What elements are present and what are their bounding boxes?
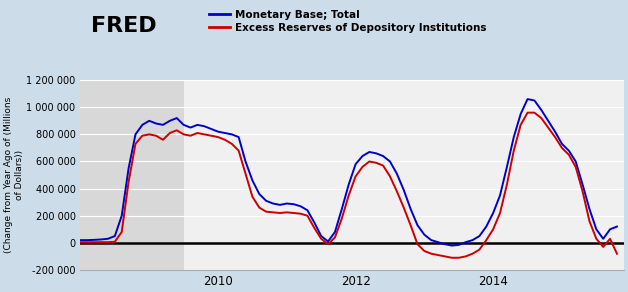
Bar — [80, 80, 183, 270]
Legend: Monetary Base; Total, Excess Reserves of Depository Institutions: Monetary Base; Total, Excess Reserves of… — [205, 6, 491, 37]
Y-axis label: (Change from Year Ago of (Millions
of Dollars)): (Change from Year Ago of (Millions of Do… — [4, 97, 24, 253]
Text: FRED: FRED — [91, 15, 157, 36]
